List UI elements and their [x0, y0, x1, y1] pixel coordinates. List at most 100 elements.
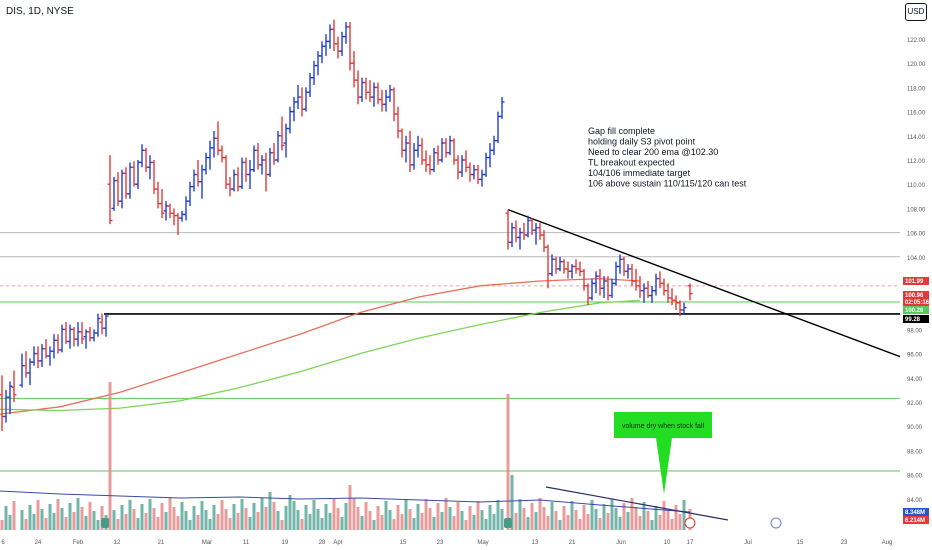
- price-bar: [487, 143, 493, 168]
- price-bar: [99, 313, 105, 335]
- x-tick-label: Aug: [882, 540, 893, 546]
- y-tick-label: 90.00: [907, 425, 923, 431]
- volume-bar: [208, 519, 212, 530]
- price-bar: [291, 97, 297, 122]
- volume-bar: [666, 510, 670, 530]
- volume-bar: [200, 501, 204, 530]
- price-bar: [629, 264, 635, 286]
- volume-bar: [506, 394, 510, 530]
- price-bar: [35, 346, 41, 369]
- volume-bar: [148, 499, 152, 530]
- price-bar: [407, 130, 413, 173]
- price-bar: [19, 353, 25, 388]
- price-bar: [255, 143, 261, 170]
- volume-bar: [328, 513, 332, 530]
- volume-bar: [216, 514, 220, 530]
- price-bar: [183, 196, 189, 221]
- volume-bar: [44, 518, 48, 530]
- price-bar: [107, 155, 113, 225]
- price-bar: [443, 138, 449, 158]
- x-tick-label: Jun: [616, 540, 626, 546]
- volume-bar: [244, 508, 248, 530]
- event-marker: [101, 518, 109, 528]
- price-bar: [439, 138, 445, 163]
- price-bar: [419, 138, 425, 165]
- y-tick-label: 110.00: [907, 183, 926, 189]
- price-axis: [900, 0, 932, 550]
- x-tick-label: Jul: [744, 540, 752, 546]
- price-bar: [621, 256, 627, 277]
- x-tick-label: 24: [35, 540, 42, 546]
- volume-bar: [56, 499, 60, 530]
- volume-bar: [312, 500, 316, 530]
- ema_red-line: [0, 277, 641, 415]
- volume-bar: [412, 518, 416, 530]
- x-tick-label: 12: [114, 540, 121, 546]
- price-bar: [399, 128, 405, 158]
- price-bar: [525, 215, 531, 238]
- volume-bar: [646, 511, 650, 530]
- x-tick-label: 19: [282, 540, 289, 546]
- volume-bar: [522, 508, 526, 530]
- price-bar: [207, 140, 213, 170]
- volume-bar: [618, 517, 622, 530]
- x-tick-label: 15: [797, 540, 804, 546]
- price-bar: [327, 24, 333, 49]
- svg-text:volume dry when stock fall: volume dry when stock fall: [622, 423, 705, 430]
- volume-bar: [574, 510, 578, 530]
- volume-bar: [308, 514, 312, 530]
- price-bar: [423, 150, 429, 173]
- volume-bar: [372, 520, 376, 530]
- svg-text:6.214M: 6.214M: [905, 518, 925, 524]
- price-bar: [521, 222, 527, 240]
- volume-bar: [316, 509, 320, 530]
- volume-bar: [586, 514, 590, 530]
- price-bar: [251, 145, 257, 173]
- volume-bar: [236, 513, 240, 530]
- volume-bar: [562, 506, 566, 530]
- volume-bar: [204, 510, 208, 530]
- price-bar: [39, 343, 45, 367]
- volume-bar: [40, 509, 44, 530]
- volume-bar: [538, 498, 542, 530]
- price-bar: [609, 278, 615, 298]
- volume-bar: [492, 514, 496, 530]
- price-bar: [549, 254, 555, 277]
- y-tick-label: 112.00: [907, 159, 926, 165]
- volume-bar: [264, 507, 268, 530]
- volume-bar: [344, 503, 348, 530]
- volume-bar: [558, 520, 562, 530]
- price-bar: [91, 329, 97, 342]
- price-bar: [447, 135, 453, 156]
- price-bar: [259, 155, 265, 175]
- volume-label: 8.348M: [903, 508, 929, 516]
- volume-bar: [300, 519, 304, 530]
- volume-bar: [28, 505, 32, 530]
- annotation-line: 104/106 immediate target: [588, 168, 691, 178]
- volume-bar: [24, 519, 28, 530]
- price-bar: [279, 116, 285, 151]
- volume-bar: [472, 515, 476, 530]
- volume-bar: [658, 515, 662, 530]
- volume-bar: [348, 485, 352, 530]
- price-bar: [471, 164, 477, 180]
- price-bar: [187, 181, 193, 206]
- currency-button[interactable]: USD: [905, 3, 927, 21]
- price-bar: [427, 155, 433, 175]
- price-bar: [87, 326, 93, 342]
- volume-bar: [340, 517, 344, 530]
- price-bar: [637, 276, 643, 298]
- volume-bar: [384, 501, 388, 530]
- y-tick-label: 94.00: [907, 377, 923, 383]
- x-tick-label: 13: [532, 540, 539, 546]
- volume-bar: [224, 509, 228, 530]
- price-bar: [561, 259, 567, 274]
- volume-bar: [196, 515, 200, 530]
- volume-bar: [52, 513, 56, 530]
- volume-bar: [324, 504, 328, 530]
- price-bar: [589, 278, 595, 301]
- x-tick-label: 23: [841, 540, 848, 546]
- price-bar: [63, 322, 69, 344]
- volume-bar: [424, 499, 428, 530]
